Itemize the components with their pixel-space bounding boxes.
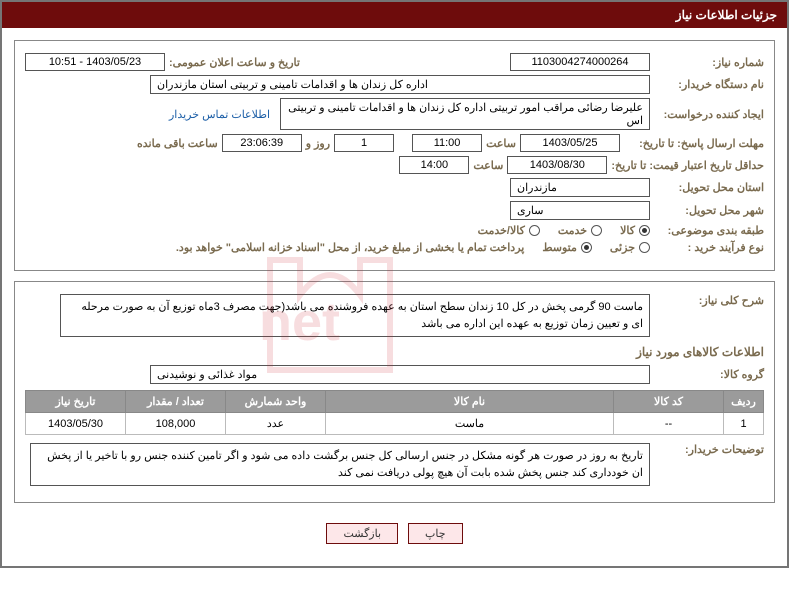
requester-field: علیرضا رضائی مراقب امور تربیتی اداره کل …	[280, 98, 650, 130]
back-button[interactable]: بازگشت	[326, 523, 398, 544]
process-type-label: نوع فرآیند خرید :	[654, 241, 764, 254]
summary-panel: شرح کلی نیاز: ماست 90 گرمی پخش در کل 10 …	[14, 281, 775, 503]
radio-service[interactable]	[591, 225, 602, 236]
need-number-field: 1103004274000264	[510, 53, 650, 71]
radio-service-label: خدمت	[558, 224, 587, 237]
deadline-time-field: 11:00	[412, 134, 482, 152]
category-label: طبقه بندی موضوعی:	[654, 224, 764, 237]
buyer-org-field: اداره کل زندان ها و اقدامات تامینی و ترب…	[150, 75, 650, 94]
announce-dt-label: تاریخ و ساعت اعلان عمومی:	[169, 56, 300, 69]
radio-both-label: کالا/خدمت	[478, 224, 525, 237]
goods-group-field: مواد غذائی و نوشیدنی	[150, 365, 650, 384]
cell-name: ماست	[326, 413, 614, 435]
delivery-city-label: شهر محل تحویل:	[654, 204, 764, 217]
remaining-time-field: 23:06:39	[222, 134, 302, 152]
radio-partial-label: جزئی	[610, 241, 635, 254]
th-code: کد کالا	[614, 391, 724, 413]
cell-unit: عدد	[226, 413, 326, 435]
goods-info-title: اطلاعات کالاهای مورد نیاز	[25, 345, 764, 359]
th-name: نام کالا	[326, 391, 614, 413]
days-field: 1	[334, 134, 394, 152]
time-label-1: ساعت	[486, 137, 516, 150]
summary-textarea[interactable]: ماست 90 گرمی پخش در کل 10 زندان سطح استا…	[60, 294, 650, 337]
day-and-label: روز و	[306, 137, 330, 150]
page-title: جزئیات اطلاعات نیاز	[676, 8, 777, 22]
main-container: جزئیات اطلاعات نیاز شماره نیاز: 11030042…	[0, 0, 789, 568]
th-row: ردیف	[724, 391, 764, 413]
th-date: تاریخ نیاز	[26, 391, 126, 413]
deadline-date-field: 1403/05/25	[520, 134, 620, 152]
delivery-province-field: مازندران	[510, 178, 650, 197]
cell-date: 1403/05/30	[26, 413, 126, 435]
min-valid-time-field: 14:00	[399, 156, 469, 174]
need-number-label: شماره نیاز:	[654, 56, 764, 69]
goods-table: ردیف کد کالا نام کالا واحد شمارش تعداد /…	[25, 390, 764, 435]
page-header: جزئیات اطلاعات نیاز	[2, 2, 787, 28]
min-valid-label: حداقل تاریخ اعتبار قیمت: تا تاریخ:	[611, 159, 764, 172]
cell-code: --	[614, 413, 724, 435]
requester-label: ایجاد کننده درخواست:	[654, 108, 764, 121]
process-note: پرداخت تمام یا بخشی از مبلغ خرید، از محل…	[176, 241, 524, 254]
buyer-notes-label: توضیحات خریدار:	[654, 443, 764, 456]
delivery-province-label: استان محل تحویل:	[654, 181, 764, 194]
buyer-notes-textarea[interactable]: تاریخ به روز در صورت هر گونه مشکل در جنس…	[30, 443, 650, 486]
cell-qty: 108,000	[126, 413, 226, 435]
summary-label: شرح کلی نیاز:	[654, 294, 764, 307]
buyer-contact-link[interactable]: اطلاعات تماس خریدار	[169, 108, 270, 121]
radio-medium-label: متوسط	[542, 241, 577, 254]
radio-goods-label: کالا	[620, 224, 635, 237]
print-button[interactable]: چاپ	[408, 523, 463, 544]
radio-partial[interactable]	[639, 242, 650, 253]
cell-row: 1	[724, 413, 764, 435]
time-label-2: ساعت	[473, 159, 503, 172]
announce-dt-field: 1403/05/23 - 10:51	[25, 53, 165, 71]
th-unit: واحد شمارش	[226, 391, 326, 413]
details-panel: شماره نیاز: 1103004274000264 تاریخ و ساع…	[14, 40, 775, 271]
radio-medium[interactable]	[581, 242, 592, 253]
deadline-label: مهلت ارسال پاسخ: تا تاریخ:	[624, 137, 764, 150]
goods-group-label: گروه کالا:	[654, 368, 764, 381]
th-qty: تعداد / مقدار	[126, 391, 226, 413]
table-row: 1 -- ماست عدد 108,000 1403/05/30	[26, 413, 764, 435]
buyer-org-label: نام دستگاه خریدار:	[654, 78, 764, 91]
radio-both[interactable]	[529, 225, 540, 236]
delivery-city-field: ساری	[510, 201, 650, 220]
radio-goods[interactable]	[639, 225, 650, 236]
remaining-label: ساعت باقی مانده	[137, 137, 218, 150]
min-valid-date-field: 1403/08/30	[507, 156, 607, 174]
